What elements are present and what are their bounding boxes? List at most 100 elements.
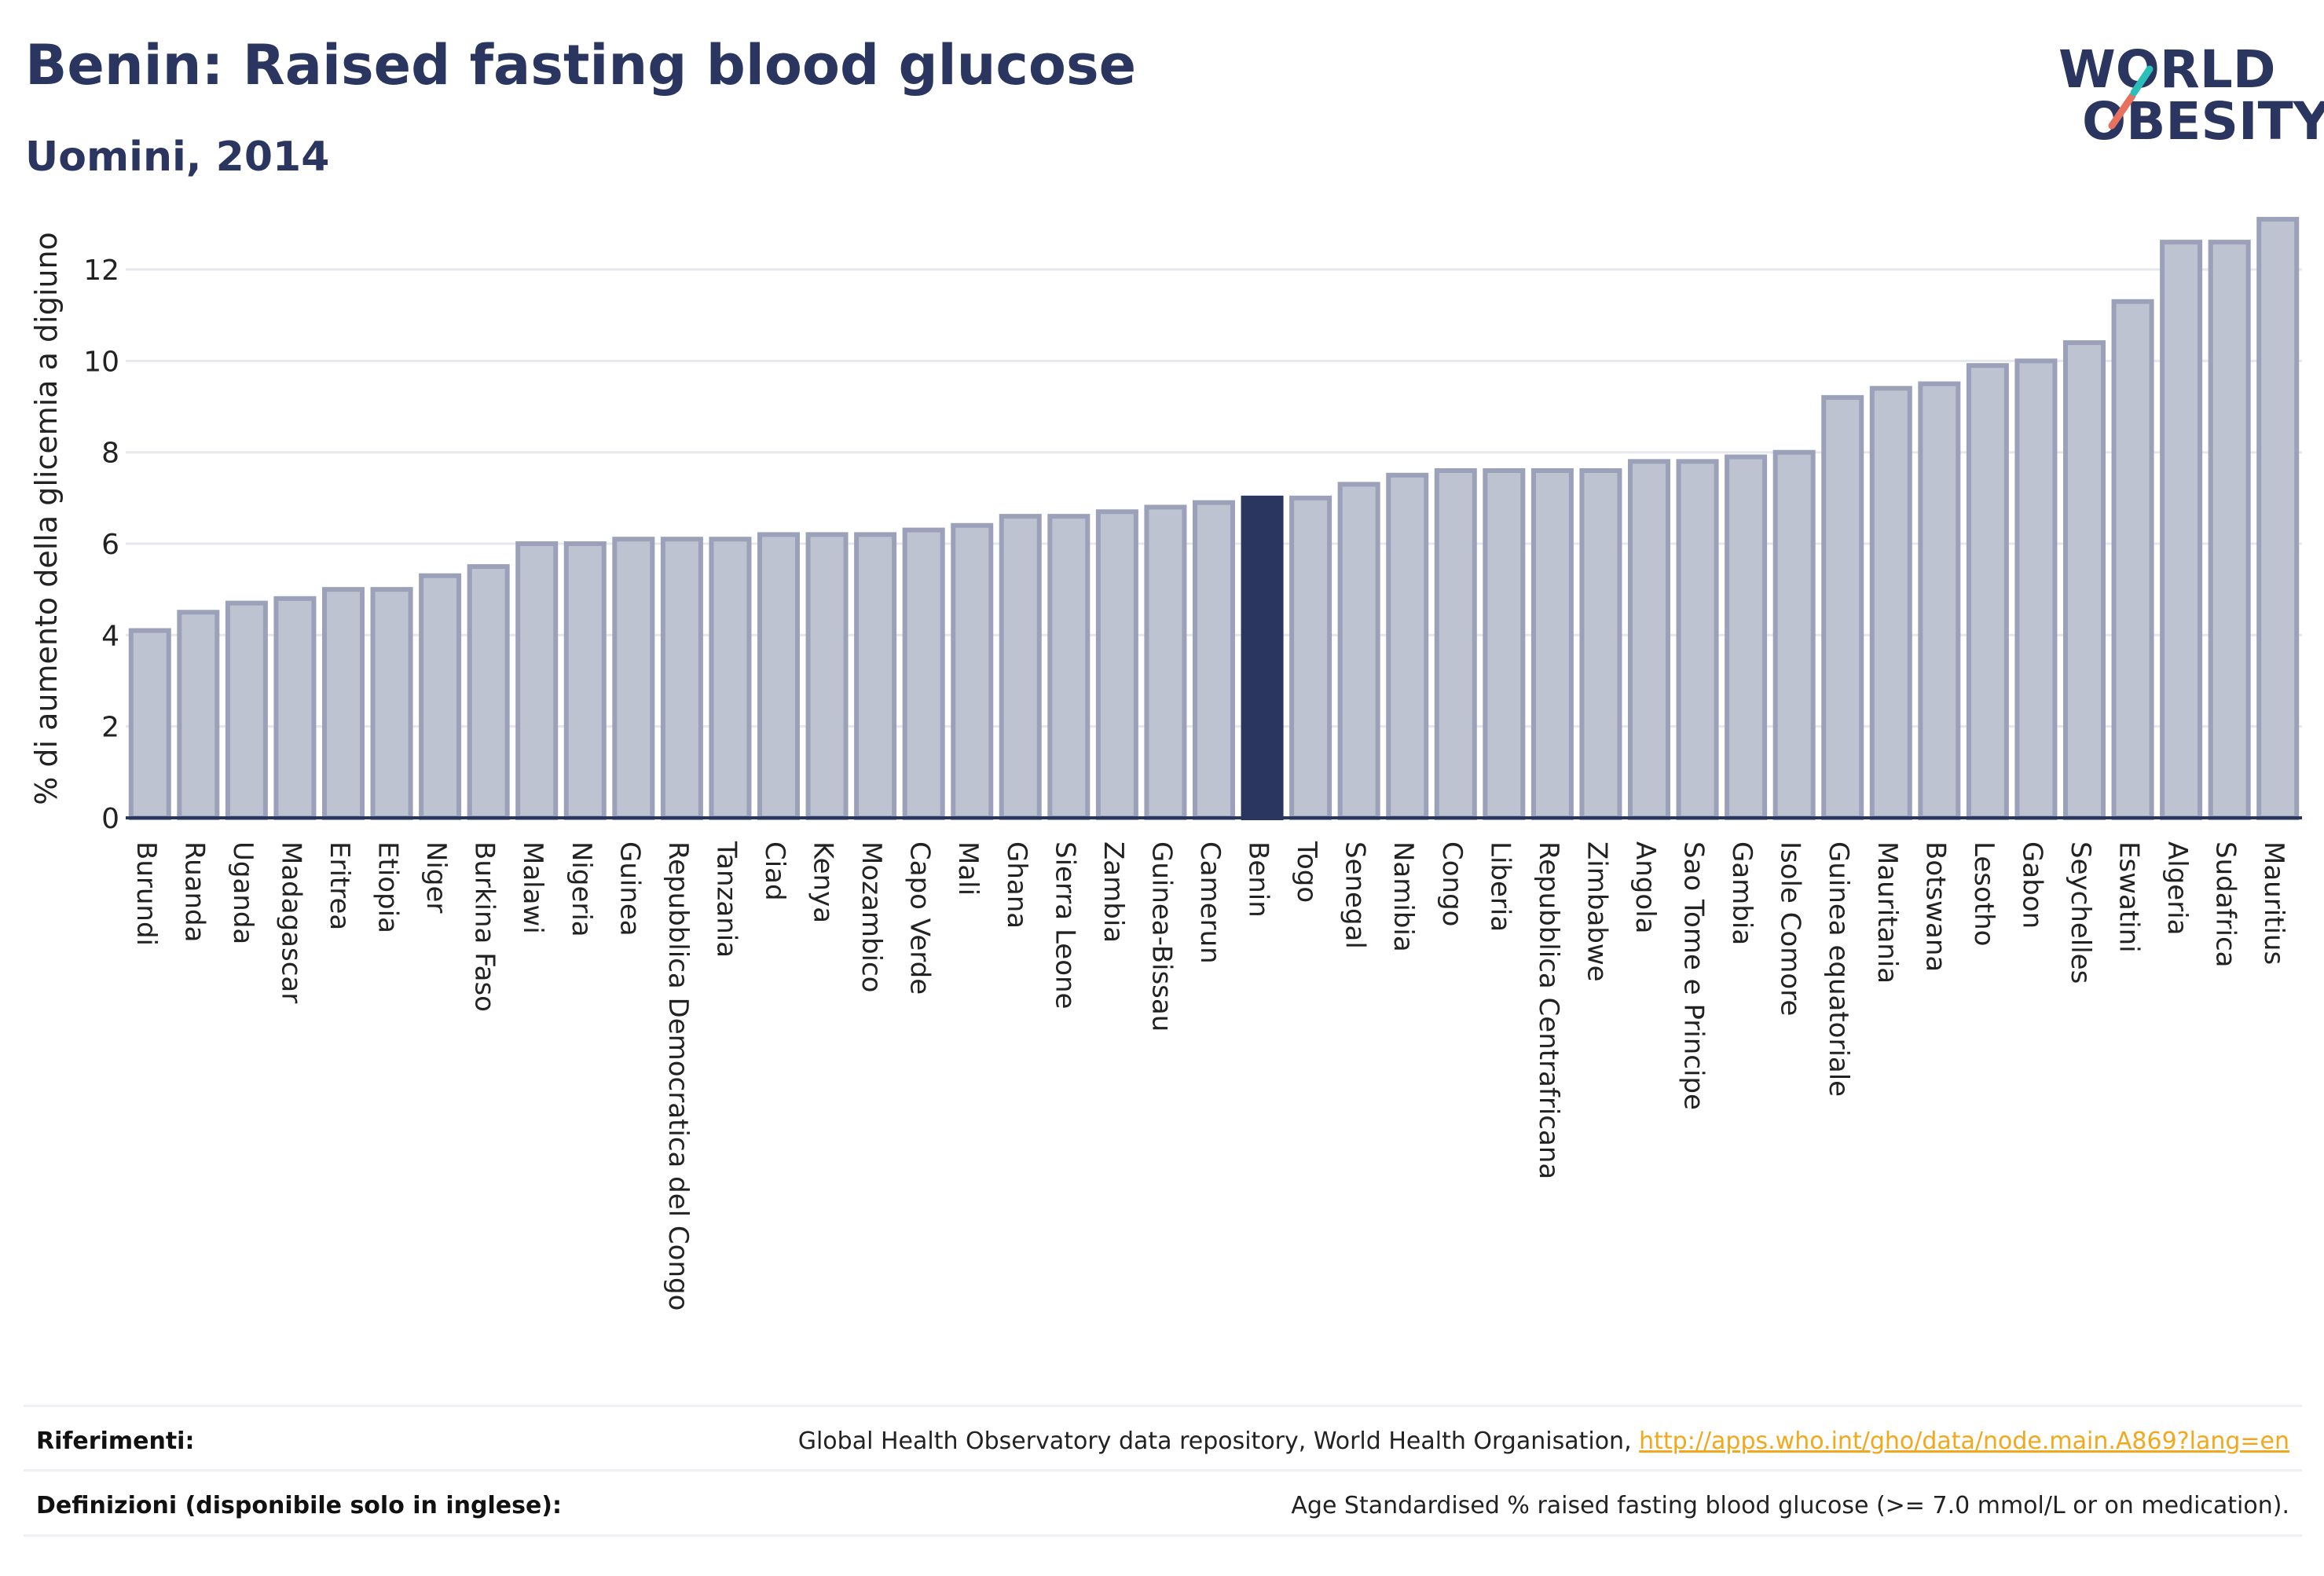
bar-guinea-bissau [1144,504,1187,820]
x-tick-label: Guinea [614,841,645,936]
references-source-text: Global Health Observatory data repositor… [797,1428,1640,1455]
bar-botswana [1918,381,1961,820]
x-tick-label: Liberia [1484,841,1516,932]
y-tick-label: 10 [83,346,119,378]
x-tick-label: Senegal [1340,841,1371,949]
logo-slash-icon [2108,65,2154,130]
y-tick-label: 6 [101,529,119,561]
x-tick-label: Ruanda [178,841,210,942]
x-tick-label: Seychelles [2065,841,2096,984]
bar-congo [1434,467,1477,820]
bar-mauritius [2256,217,2300,820]
bar-namibia [1386,472,1429,820]
x-tick-label: Sudafrica [2210,841,2242,967]
definitions-row: Definizioni (disponibile solo in inglese… [24,1469,2302,1537]
bar-mauritania [1869,386,1912,820]
x-tick-label: Sierra Leone [1049,841,1080,1009]
definitions-label: Definizioni (disponibile solo in inglese… [36,1492,562,1519]
x-tick-label: Mauritania [1871,841,1903,984]
x-tick-label: Kenya [808,841,839,923]
x-tick-label: Lesotho [1968,841,2000,946]
x-tick-label: Burkina Faso [469,841,500,1012]
references-link[interactable]: http://apps.who.int/gho/data/node.main.A… [1639,1428,2289,1455]
y-tick-label: 2 [101,712,119,744]
bar-repubblica-centrafricana [1530,467,1574,820]
y-tick-label: 0 [101,803,119,835]
bar-repubblica-democratica-del-congo [660,537,703,821]
x-tick-label: Congo [1436,841,1468,926]
x-axis-labels: Burundi Ruanda Uganda Madagascar Eritrea Etio… [130,841,2289,1310]
bar-eswatini [2111,299,2154,821]
y-tick-label: 12 [83,255,119,287]
x-tick-label: Uganda [227,841,258,944]
x-tick-label: Namibia [1387,841,1419,952]
x-tick-label: Sao Tome e Principe [1678,841,1710,1110]
logo-word-obesity: OBESITY [2082,91,2324,152]
bar-zimbabwe [1579,467,1622,820]
x-tick-label: Mali [952,841,984,896]
x-tick-label: Guinea-Bissau [1146,841,1177,1032]
bars [128,217,2300,821]
bar-ciad [757,532,801,820]
x-tick-label: Gabon [2016,841,2047,929]
x-tick-label: Malawi [517,841,548,934]
bar-niger [419,573,462,821]
references-row: Riferimenti: Global Health Observatory d… [24,1405,2302,1470]
bar-benin [1241,495,1284,821]
bar-zambia [1095,509,1138,820]
bar-nigeria [563,541,607,820]
bar-chart: 0 2 4 6 8 10 12 Burundi Ruanda Uganda Madagascar E… [29,217,2302,1310]
y-tick-label: 8 [101,438,119,470]
x-tick-label: Benin [1243,841,1274,918]
bar-burundi [128,628,171,820]
references-label: Riferimenti: [36,1428,195,1455]
bar-malawi [515,541,559,820]
bar-mali [951,522,994,820]
bar-burkina-faso [467,564,510,820]
x-tick-label: Ciad [759,841,790,901]
x-tick-label: Nigeria [566,841,597,937]
definitions-value: Age Standardised % raised fasting blood … [1291,1492,2289,1519]
x-tick-label: Gambia [1726,841,1758,945]
bar-madagascar [273,596,317,821]
bar-tanzania [709,537,752,821]
bar-guinea-equatoriale [1821,394,1864,821]
bar-seychelles [2062,340,2106,820]
bar-ghana [999,514,1042,820]
bar-gambia [1725,454,1768,820]
bar-gabon [2014,358,2058,821]
bar-togo [1289,495,1332,821]
x-tick-label: Guinea equatoriale [1823,841,1854,1097]
bar-algeria [2160,240,2203,821]
bar-liberia [1483,467,1526,820]
bar-camerun [1192,500,1236,820]
bar-senegal [1337,482,1380,820]
bar-lesotho [1966,363,2009,820]
bar-mozambico [854,532,897,820]
bar-eritrea [321,587,365,820]
bar-kenya [805,532,849,820]
y-axis-ticks: 0 2 4 6 8 10 12 [83,255,119,835]
bar-capo-verde [902,527,945,820]
x-tick-label: Algeria [2161,841,2193,935]
x-tick-label: Camerun [1194,841,1226,964]
bar-sao-tome-e-principe [1676,459,1719,821]
x-tick-label: Zimbabwe [1581,841,1612,982]
x-tick-label: Angola [1629,841,1661,933]
bar-etiopia [370,587,413,820]
x-tick-label: Mauritius [2258,841,2289,965]
x-tick-label: Tanzania [710,841,742,958]
y-tick-label: 4 [101,620,119,652]
bar-angola [1627,459,1671,821]
chart-subtitle: Uomini, 2014 [25,134,330,181]
x-tick-label: Repubblica Centrafricana [1533,841,1564,1179]
x-tick-label: Isole Comore [1775,841,1806,1016]
bar-ruanda [177,610,220,820]
x-tick-label: Capo Verde [904,841,936,995]
y-axis-title: % di aumento della glicemia a digiuno [29,232,64,805]
x-tick-label: Zambia [1098,841,1129,943]
bar-sudafrica [2208,240,2251,821]
x-tick-label: Ghana [1001,841,1032,929]
x-tick-label: Eswatini [2113,841,2145,953]
bar-sierra-leone [1047,514,1091,820]
